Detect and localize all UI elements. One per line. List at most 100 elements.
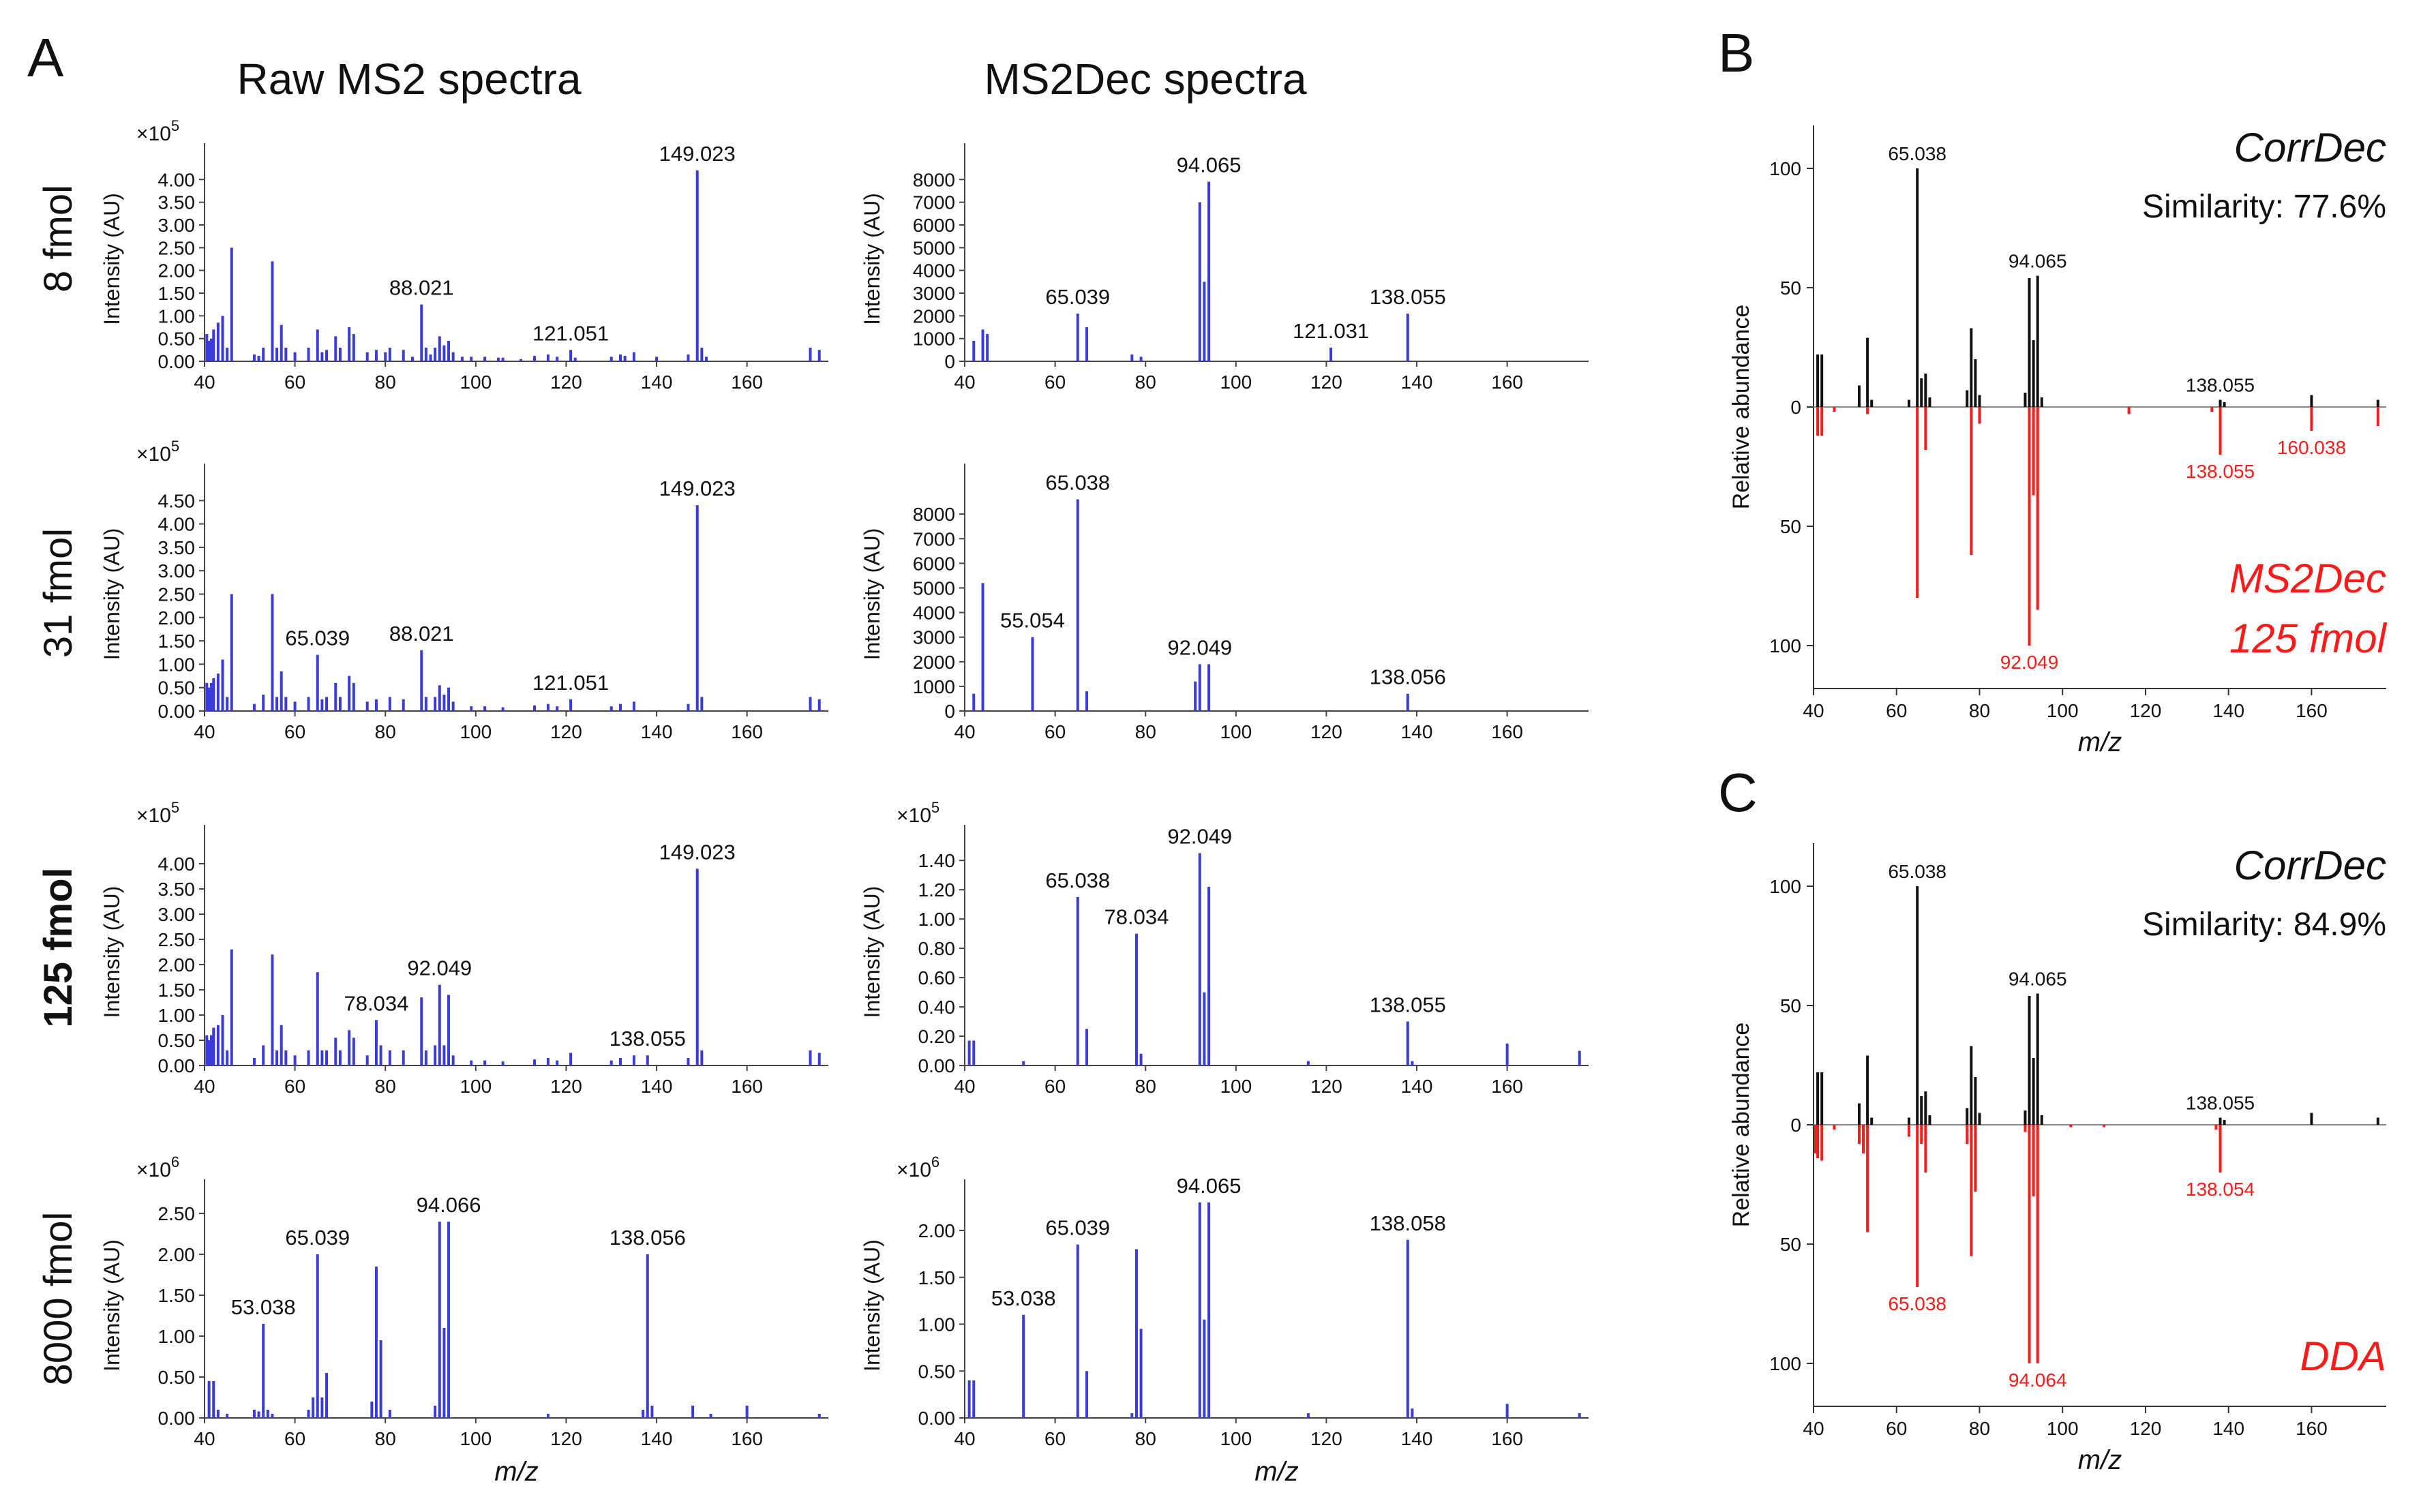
x-tick-label: 40 — [194, 1076, 215, 1097]
y-tick-label: 0.50 — [158, 329, 196, 350]
x-tick-label: 140 — [641, 372, 673, 393]
y-tick-label: 100 — [1769, 158, 1801, 179]
y-tick-label: 0 — [1790, 1115, 1801, 1136]
y-tick-label: 0.50 — [918, 1361, 956, 1382]
x-axis-label: m/z — [1254, 1457, 1298, 1487]
y-tick-label: 1.00 — [158, 1005, 196, 1026]
y-tick-label: 3.50 — [158, 879, 196, 900]
x-tick-label: 160 — [731, 721, 763, 742]
multiplier-exponent: 5 — [171, 799, 179, 816]
y-tick-label: 50 — [1780, 516, 1801, 537]
x-tick-label: 120 — [1310, 372, 1342, 393]
peak-label: 88.021 — [389, 622, 454, 646]
y-tick-label: 100 — [1769, 1353, 1801, 1374]
x-tick-label: 40 — [954, 721, 975, 742]
y-tick-label: 1.00 — [158, 654, 196, 675]
peak-label: 121.051 — [532, 671, 609, 695]
x-tick-label: 140 — [641, 1428, 673, 1449]
multiplier-label: ×105 — [136, 799, 179, 827]
chart-dec8000: 0.00 0.50 1.00 1.50 2.00 40 60 80 100 120 140 160 53… — [860, 1153, 1589, 1487]
x-tick-label: 60 — [284, 372, 305, 393]
x-tick-label: 120 — [2130, 1418, 2162, 1439]
multiplier-label: ×105 — [136, 117, 179, 145]
x-tick-label: 160 — [731, 1076, 763, 1097]
x-tick-label: 160 — [1491, 1428, 1523, 1449]
y-tick-label: 0.50 — [158, 1030, 196, 1051]
y-tick-label: 0.20 — [918, 1026, 956, 1047]
x-tick-label: 100 — [460, 372, 492, 393]
y-tick-label: 7000 — [913, 528, 955, 549]
top-peak-label: 65.038 — [1888, 143, 1946, 164]
y-tick-label: 2.00 — [158, 1244, 196, 1265]
peak-label: 92.049 — [1167, 635, 1232, 659]
y-tick-label: 1.00 — [158, 305, 196, 327]
multiplier-base: ×10 — [136, 1159, 171, 1181]
multiplier-exponent: 5 — [931, 799, 939, 816]
x-tick-label: 120 — [550, 721, 582, 742]
bottom-peak-label: 92.049 — [2000, 652, 2059, 673]
x-tick-label: 140 — [641, 1076, 673, 1097]
multiplier-base: ×10 — [897, 804, 931, 827]
row-label-31-fmol: 31 fmol — [36, 528, 80, 658]
y-tick-label: 0.00 — [918, 1055, 956, 1076]
x-tick-label: 60 — [284, 1428, 305, 1449]
y-axis-label: Intensity (AU) — [100, 528, 124, 661]
y-tick-label: 4000 — [913, 260, 955, 282]
x-tick-label: 120 — [550, 1428, 582, 1449]
x-tick-label: 100 — [1220, 1076, 1252, 1097]
peak-label: 65.039 — [285, 1226, 350, 1250]
y-tick-label: 3.00 — [158, 215, 196, 236]
y-tick-label: 3.00 — [158, 560, 196, 581]
y-tick-label: 2.50 — [158, 1203, 196, 1224]
panel-letter-b: B — [1718, 22, 1754, 83]
peak-label: 92.049 — [1167, 824, 1232, 848]
peak-label: 138.055 — [1370, 285, 1446, 309]
y-axis-label: Intensity (AU) — [100, 886, 124, 1018]
row-label-125-fmol: 125 fmol — [36, 867, 80, 1027]
y-tick-label: 8000 — [913, 504, 955, 525]
peak-label: 78.034 — [344, 991, 409, 1015]
peak-label: 65.039 — [1045, 285, 1110, 309]
x-axis-label: m/z — [2078, 727, 2122, 757]
y-tick-label: 1000 — [913, 676, 955, 697]
y-tick-label: 3.00 — [158, 904, 196, 925]
peak-label: 149.023 — [659, 477, 736, 500]
y-tick-label: 4.00 — [158, 169, 196, 190]
y-tick-label: 3.50 — [158, 192, 196, 213]
x-tick-label: 120 — [1310, 721, 1342, 742]
bottom-spectrum-label: DDA — [2300, 1333, 2386, 1379]
peak-label: 53.038 — [231, 1295, 296, 1319]
bottom-spectrum-label: 125 fmol — [2229, 616, 2388, 661]
chart-mirrorC: 100 50 0 50 100 40 60 80 100 120 140 160 65.038 94.06… — [1728, 843, 2386, 1475]
peak-label: 138.055 — [610, 1027, 686, 1050]
x-tick-label: 100 — [2047, 1418, 2079, 1439]
chart-raw125: 0.00 0.50 1.00 1.50 2.00 2.50 3.00 3.50 4.00 40 60… — [100, 799, 828, 1097]
y-tick-label: 2.00 — [158, 607, 196, 629]
y-tick-label: 6000 — [913, 553, 955, 574]
x-tick-label: 140 — [641, 721, 673, 742]
x-tick-label: 100 — [2047, 700, 2079, 721]
x-tick-label: 40 — [954, 1428, 975, 1449]
peak-label: 78.034 — [1104, 905, 1169, 929]
y-tick-label: 2.00 — [918, 1220, 956, 1241]
y-tick-label: 0.00 — [918, 1408, 956, 1429]
multiplier-exponent: 5 — [171, 438, 179, 455]
bottom-peak-label: 65.038 — [1888, 1293, 1946, 1314]
bottom-peak-label: 94.064 — [2009, 1370, 2067, 1391]
top-peak-label: 94.065 — [2009, 251, 2067, 272]
column-title-ms2dec: MS2Dec spectra — [984, 55, 1306, 104]
y-tick-label: 4.00 — [158, 514, 196, 535]
top-peak-label: 65.038 — [1888, 861, 1946, 882]
x-tick-label: 40 — [1803, 700, 1824, 721]
x-tick-label: 40 — [194, 721, 215, 742]
x-tick-label: 160 — [2296, 700, 2328, 721]
peak-label: 138.056 — [610, 1226, 686, 1250]
multiplier-base: ×10 — [897, 1159, 931, 1181]
x-tick-label: 100 — [1220, 372, 1252, 393]
peak-label: 94.065 — [1177, 153, 1242, 177]
multiplier-base: ×10 — [136, 443, 171, 466]
multiplier-label: ×105 — [897, 799, 939, 827]
x-tick-label: 120 — [2130, 700, 2162, 721]
top-peak-label: 138.055 — [2186, 375, 2255, 396]
y-axis-label: Intensity (AU) — [100, 1239, 124, 1372]
